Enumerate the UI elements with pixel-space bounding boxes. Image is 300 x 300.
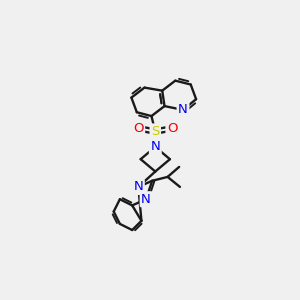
Text: N: N	[134, 180, 143, 194]
Text: O: O	[167, 122, 178, 135]
Text: N: N	[178, 103, 188, 116]
Text: S: S	[151, 125, 160, 138]
Text: O: O	[133, 122, 144, 135]
Text: N: N	[150, 140, 160, 153]
Text: N: N	[141, 193, 151, 206]
